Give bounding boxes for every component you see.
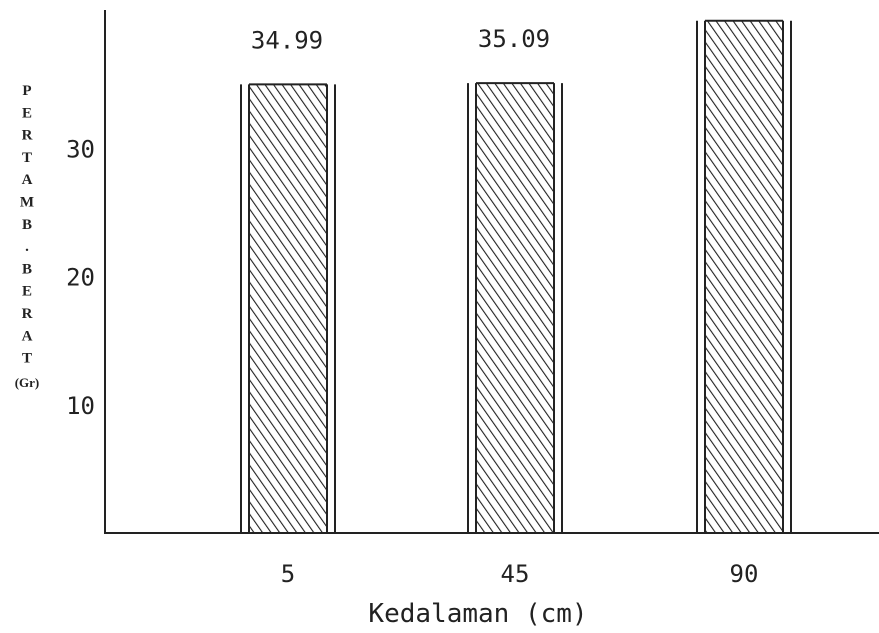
x-tick-label: 45 <box>501 560 530 588</box>
y-axis-label-char: E <box>22 284 32 300</box>
bar-90 <box>706 20 782 534</box>
y-axis-label-char: T <box>22 351 32 367</box>
y-axis-label-char: M <box>20 195 34 211</box>
y-axis-label-char: R <box>22 128 33 144</box>
y-axis-label-char: R <box>22 306 33 322</box>
y-axis-label-char: T <box>22 150 32 166</box>
y-axis-label-char: P <box>22 83 31 99</box>
x-tick-label: 90 <box>730 560 759 588</box>
y-axis-label-char: . <box>25 239 29 255</box>
y-axis-label-char: B <box>22 261 32 277</box>
x-tick-label: 5 <box>281 560 295 588</box>
y-axis-unit: (Gr) <box>15 375 40 390</box>
y-axis-label-char: A <box>22 328 33 344</box>
y-axis-label-char: B <box>22 217 32 233</box>
y-axis-label-char: A <box>22 172 33 188</box>
bar-45 <box>477 83 553 533</box>
data-label: 34.99 <box>251 26 323 54</box>
y-tick-label: 30 <box>66 135 95 163</box>
x-axis-title: Kedalaman (cm) <box>368 599 587 628</box>
y-tick-label: 20 <box>66 264 95 292</box>
y-tick-label: 10 <box>66 392 95 420</box>
bar-5 <box>250 84 326 534</box>
data-label: 35.09 <box>478 25 550 53</box>
y-axis-label-char: E <box>22 105 32 121</box>
